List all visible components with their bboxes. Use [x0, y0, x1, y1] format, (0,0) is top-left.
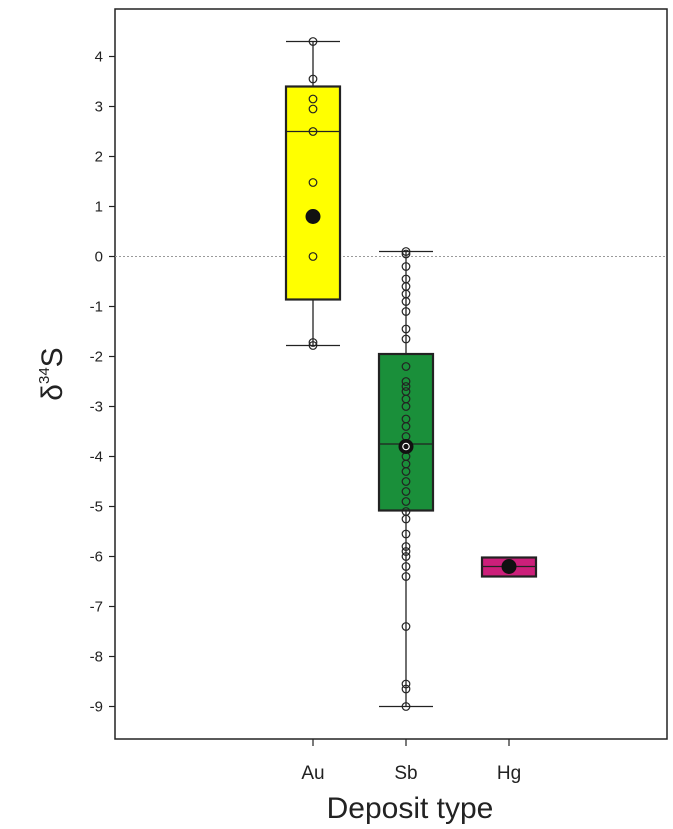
data-point: [401, 249, 411, 259]
data-point: [401, 497, 411, 506]
y-tick-label: 1: [95, 199, 103, 216]
y-tick-label: -4: [90, 449, 103, 466]
x-category-label: Hg: [497, 763, 521, 784]
data-point: [308, 74, 318, 84]
y-tick-label: 3: [95, 99, 103, 116]
data-point: [401, 382, 411, 391]
data-point: [401, 572, 411, 581]
y-axis-title: δ34S: [36, 347, 69, 400]
plot-frame: [114, 8, 668, 740]
mean-marker-highlight: [402, 442, 410, 451]
data-point: [308, 37, 318, 46]
data-point: [401, 552, 411, 561]
data-point: [401, 467, 411, 476]
x-axis-title: Deposit type: [327, 792, 494, 825]
y-tick-label: 0: [95, 249, 103, 266]
x-category-label: Au: [301, 763, 324, 784]
data-point: [401, 402, 411, 411]
data-point: [401, 307, 411, 316]
data-point: [401, 702, 411, 711]
data-point: [401, 684, 411, 694]
data-point: [401, 487, 411, 496]
box-group-au: [284, 37, 342, 350]
y-tick-label: -3: [90, 399, 103, 416]
data-point: [401, 477, 411, 486]
y-axis-title-sup: 34: [36, 367, 53, 384]
mean-marker: [501, 559, 517, 574]
x-category-label: Sb: [394, 763, 417, 784]
y-axis-title-base: δ: [36, 384, 69, 401]
y-tick-label: -5: [90, 499, 103, 516]
data-point: [308, 252, 318, 261]
mean-marker: [305, 209, 321, 224]
y-tick-label: -1: [90, 299, 103, 316]
data-point: [308, 341, 318, 350]
box-group-hg: [480, 556, 538, 578]
box-group-sb: [377, 247, 435, 711]
y-tick-label: -6: [90, 549, 103, 566]
data-point: [401, 362, 411, 371]
data-point: [308, 178, 318, 187]
data-point: [401, 622, 411, 631]
data-point: [401, 529, 411, 539]
data-point: [308, 94, 318, 104]
data-point: [401, 422, 411, 431]
iqr-box: [284, 85, 342, 301]
y-tick-label: 4: [95, 49, 103, 66]
data-point: [308, 338, 318, 347]
data-point: [401, 377, 411, 386]
mean-marker: [398, 439, 414, 454]
data-point: [401, 514, 411, 524]
data-point: [401, 297, 411, 306]
data-point: [401, 324, 411, 334]
y-tick-label: -8: [90, 649, 103, 666]
data-point: [401, 679, 411, 689]
data-point: [401, 247, 411, 256]
y-tick-label: 2: [95, 149, 103, 166]
data-point: [308, 104, 318, 114]
data-point: [308, 127, 318, 136]
data-point: [401, 542, 411, 551]
data-point: [401, 262, 411, 271]
y-axis-title-after: S: [36, 347, 69, 367]
data-point: [401, 547, 411, 556]
data-point: [401, 334, 411, 344]
y-tick-label: -9: [90, 699, 103, 716]
y-tick-label: -2: [90, 349, 103, 366]
y-tick-label: -7: [90, 599, 103, 616]
data-point: [401, 562, 411, 571]
